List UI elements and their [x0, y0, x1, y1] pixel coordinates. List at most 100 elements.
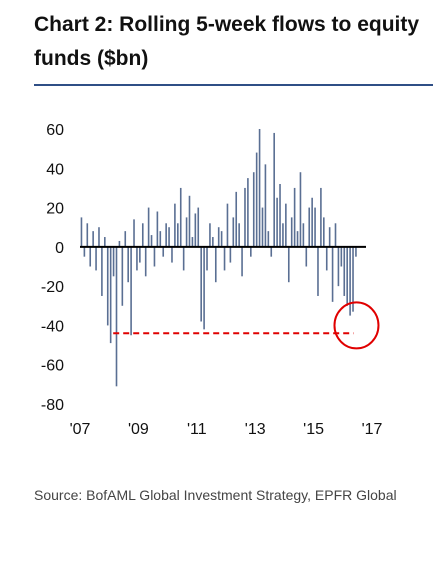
flow-bar	[217, 227, 220, 247]
highlight-circle	[333, 301, 380, 350]
flow-bar	[197, 207, 200, 247]
flow-bar	[349, 246, 351, 316]
flow-bar	[115, 246, 118, 387]
flow-bar	[220, 231, 223, 247]
flow-bar	[346, 246, 348, 306]
flow-bar	[308, 207, 311, 247]
flow-bar	[147, 207, 150, 247]
flow-bar	[299, 172, 302, 247]
flow-bar	[241, 246, 243, 277]
x-tick-label: '11	[187, 421, 207, 438]
flow-bar	[209, 223, 211, 247]
chart-title: Chart 2: Rolling 5-week flows to equity …	[34, 13, 420, 70]
source-note: Source: BofAML Global Investment Strateg…	[34, 487, 397, 503]
flow-bar	[101, 246, 103, 296]
flow-bar	[276, 197, 278, 247]
flow-bar	[238, 223, 240, 247]
y-tick-label: 60	[46, 122, 64, 139]
flow-bar	[331, 246, 334, 302]
flow-bar	[250, 246, 252, 257]
flow-bar	[83, 246, 86, 257]
flow-bar	[235, 191, 238, 247]
flow-bar	[144, 246, 147, 277]
flow-bar	[194, 213, 197, 247]
flow-bar	[247, 178, 249, 247]
y-tick-label: -20	[41, 279, 64, 296]
flow-bar	[323, 217, 325, 247]
x-tick-label: '15	[303, 421, 324, 438]
flow-bar	[337, 246, 340, 287]
data-bars	[80, 129, 357, 387]
y-tick-label: 40	[46, 161, 64, 178]
flow-bar	[255, 152, 258, 247]
x-tick-label: '09	[128, 421, 149, 438]
flow-bar	[290, 217, 293, 247]
flow-bar	[261, 207, 264, 247]
flow-bar	[214, 246, 217, 283]
flow-bar	[296, 231, 299, 247]
y-tick-label: -80	[41, 397, 64, 414]
flow-bar	[320, 187, 322, 247]
flow-bar	[177, 223, 179, 247]
flow-bar	[150, 235, 153, 247]
flow-bar	[223, 246, 226, 271]
title-divider	[34, 84, 433, 86]
flow-bar	[109, 246, 112, 344]
y-tick-label: -40	[41, 318, 64, 335]
flow-bar	[168, 227, 170, 247]
flow-bar	[179, 187, 182, 247]
flow-bar	[355, 246, 357, 257]
flow-bar	[325, 246, 328, 271]
flow-bar	[162, 246, 165, 257]
y-tick-label: -60	[41, 358, 64, 375]
flow-bar	[203, 246, 205, 330]
flow-bar	[252, 172, 255, 247]
flow-bar	[112, 246, 115, 277]
flow-bar	[258, 129, 261, 247]
flow-bar	[165, 223, 167, 247]
flow-bar	[328, 227, 331, 247]
flow-bar	[279, 184, 281, 247]
x-tick-label: '17	[362, 421, 383, 438]
flow-bar	[141, 223, 144, 247]
flow-bar	[127, 246, 129, 283]
y-axis-labels: 60 40 20 0 -20 -40 -60 -80	[41, 122, 64, 414]
flow-bar	[139, 246, 141, 263]
flow-bar	[136, 246, 138, 271]
flow-bar	[118, 240, 121, 247]
flow-bar	[273, 132, 275, 247]
flow-bar	[334, 223, 337, 247]
flow-bar	[287, 246, 290, 283]
flow-bar	[226, 203, 229, 247]
flow-bar	[130, 246, 132, 336]
flow-bar	[124, 231, 127, 247]
flow-bar	[98, 227, 100, 247]
flow-bar	[229, 246, 232, 263]
flow-bar	[92, 231, 94, 247]
flow-bar	[282, 223, 284, 247]
x-tick-label: '13	[245, 421, 266, 438]
flow-bar	[156, 211, 159, 247]
flow-bar	[317, 246, 319, 296]
x-axis-labels: '07 '09 '11 '13 '15 '17	[70, 421, 383, 438]
flow-bar	[95, 246, 97, 271]
flow-bar	[174, 203, 176, 247]
flow-bar	[153, 246, 156, 267]
flow-bar	[171, 246, 173, 263]
flow-bar	[340, 246, 343, 267]
flow-bar	[206, 246, 208, 271]
flow-bar	[232, 217, 235, 247]
flow-bar	[343, 246, 346, 296]
flow-bar	[244, 187, 246, 247]
flow-bar	[302, 223, 305, 247]
flow-bar	[352, 246, 354, 312]
flow-bar	[80, 217, 83, 247]
flow-bar	[212, 237, 214, 247]
flows-chart: 60 40 20 0 -20 -40 -60 -80 '07 '09 '11 '13 '15 '17	[41, 122, 383, 438]
flow-bar	[200, 246, 202, 322]
flow-bar	[270, 246, 273, 257]
flow-bar	[89, 246, 92, 267]
flow-bar	[182, 246, 185, 271]
flow-bar	[104, 237, 106, 247]
flow-bar	[159, 231, 162, 247]
